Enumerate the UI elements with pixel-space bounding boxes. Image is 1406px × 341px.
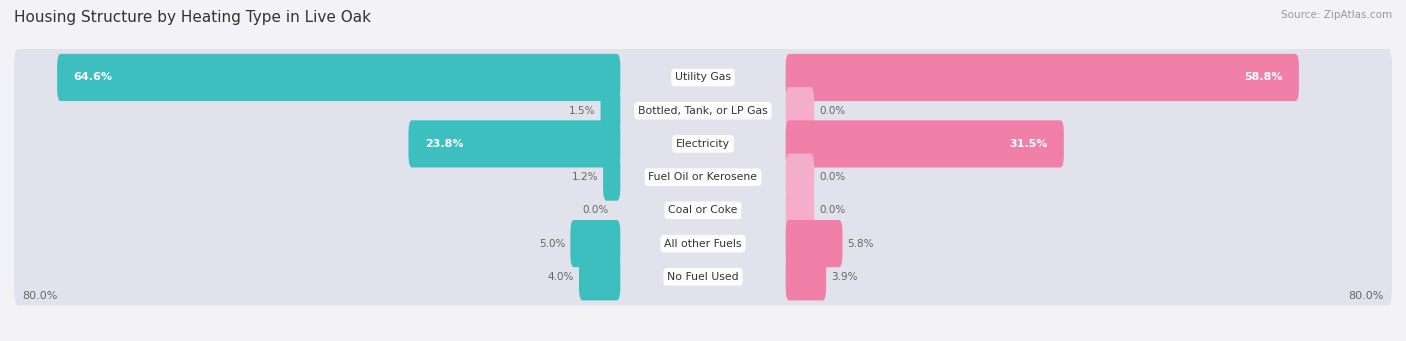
FancyBboxPatch shape xyxy=(786,54,1299,101)
FancyBboxPatch shape xyxy=(14,115,1392,173)
FancyBboxPatch shape xyxy=(14,149,1392,206)
Text: No Fuel Used: No Fuel Used xyxy=(668,272,738,282)
Text: 80.0%: 80.0% xyxy=(22,291,58,301)
Text: Housing Structure by Heating Type in Live Oak: Housing Structure by Heating Type in Liv… xyxy=(14,10,371,25)
FancyBboxPatch shape xyxy=(786,253,827,300)
Text: 0.0%: 0.0% xyxy=(820,172,845,182)
Text: All other Fuels: All other Fuels xyxy=(664,239,742,249)
Text: 4.0%: 4.0% xyxy=(547,272,574,282)
Text: Bottled, Tank, or LP Gas: Bottled, Tank, or LP Gas xyxy=(638,106,768,116)
FancyBboxPatch shape xyxy=(14,215,1392,272)
FancyBboxPatch shape xyxy=(786,120,1064,167)
FancyBboxPatch shape xyxy=(14,248,1392,306)
Text: Utility Gas: Utility Gas xyxy=(675,73,731,83)
Text: 31.5%: 31.5% xyxy=(1010,139,1047,149)
FancyBboxPatch shape xyxy=(603,153,620,201)
Text: 3.9%: 3.9% xyxy=(831,272,858,282)
Text: 1.5%: 1.5% xyxy=(569,106,595,116)
FancyBboxPatch shape xyxy=(786,187,814,234)
Text: 5.0%: 5.0% xyxy=(538,239,565,249)
Text: 23.8%: 23.8% xyxy=(425,139,464,149)
Text: 58.8%: 58.8% xyxy=(1244,73,1282,83)
FancyBboxPatch shape xyxy=(786,87,814,134)
FancyBboxPatch shape xyxy=(14,49,1392,106)
Text: 0.0%: 0.0% xyxy=(820,205,845,216)
FancyBboxPatch shape xyxy=(571,220,620,267)
FancyBboxPatch shape xyxy=(58,54,620,101)
FancyBboxPatch shape xyxy=(600,87,620,134)
Text: Coal or Coke: Coal or Coke xyxy=(668,205,738,216)
Text: 80.0%: 80.0% xyxy=(1348,291,1384,301)
Text: 1.2%: 1.2% xyxy=(571,172,598,182)
FancyBboxPatch shape xyxy=(14,182,1392,239)
FancyBboxPatch shape xyxy=(579,253,620,300)
Text: Electricity: Electricity xyxy=(676,139,730,149)
Text: Source: ZipAtlas.com: Source: ZipAtlas.com xyxy=(1281,10,1392,20)
Text: 64.6%: 64.6% xyxy=(73,73,112,83)
Text: 0.0%: 0.0% xyxy=(820,106,845,116)
FancyBboxPatch shape xyxy=(409,120,620,167)
FancyBboxPatch shape xyxy=(786,153,814,201)
FancyBboxPatch shape xyxy=(14,82,1392,139)
FancyBboxPatch shape xyxy=(786,220,842,267)
Text: 0.0%: 0.0% xyxy=(582,205,609,216)
Text: Fuel Oil or Kerosene: Fuel Oil or Kerosene xyxy=(648,172,758,182)
Text: 5.8%: 5.8% xyxy=(848,239,875,249)
